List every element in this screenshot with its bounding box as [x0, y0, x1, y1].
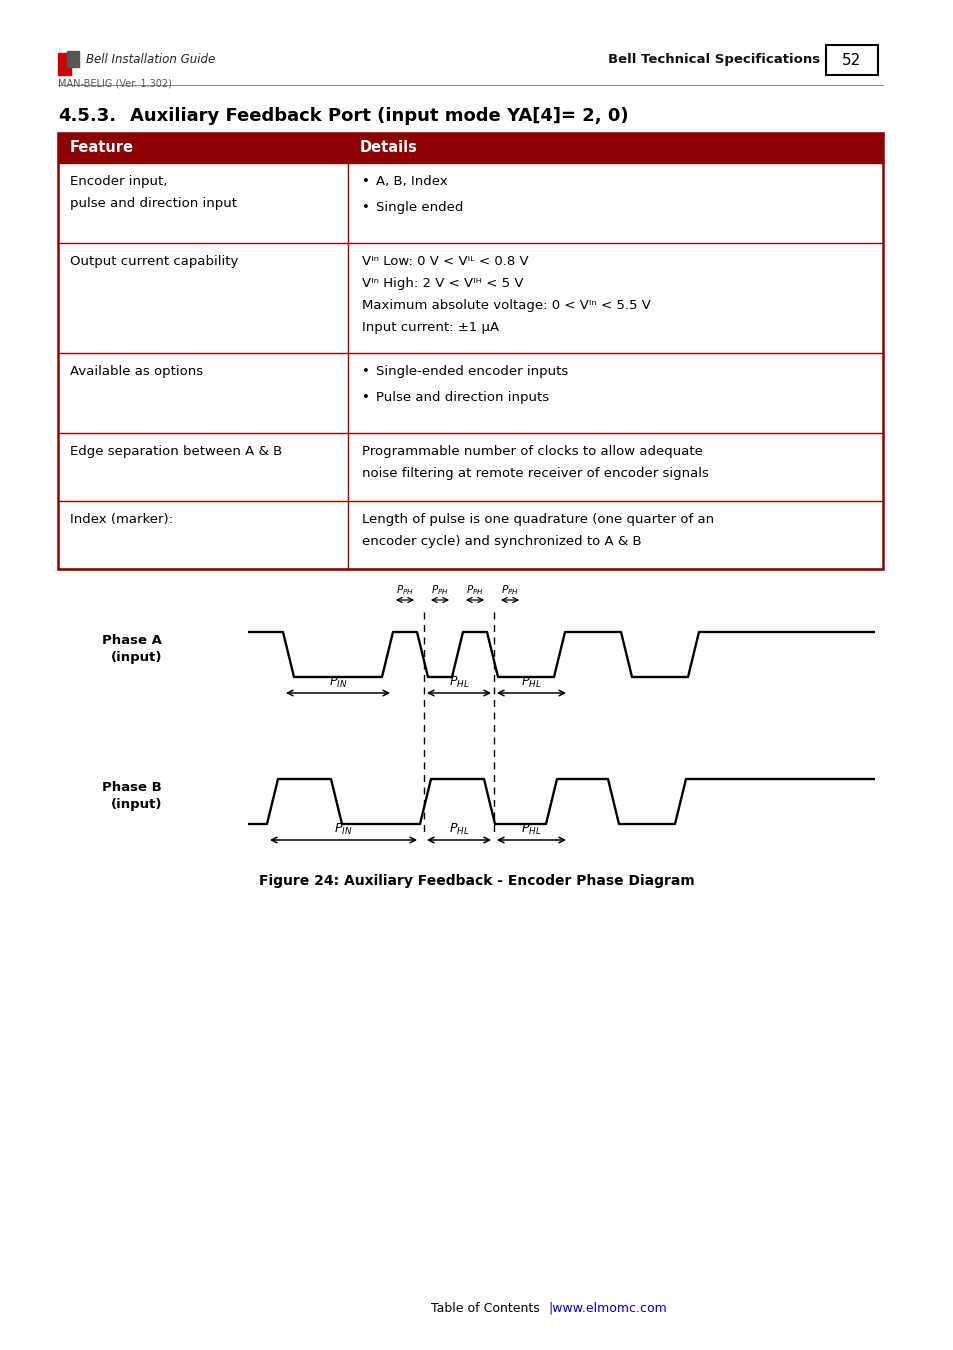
Text: $P_{HL}$: $P_{HL}$: [448, 675, 469, 690]
Text: $P_{PH}$: $P_{PH}$: [431, 583, 449, 597]
Text: •: •: [361, 176, 370, 188]
Text: Vᴵⁿ High: 2 V < Vᴵᴴ < 5 V: Vᴵⁿ High: 2 V < Vᴵᴴ < 5 V: [361, 277, 523, 290]
Text: 4.5.3.: 4.5.3.: [58, 107, 116, 126]
Text: Phase B: Phase B: [102, 782, 162, 794]
Bar: [58, 134, 882, 568]
Text: Phase A: Phase A: [102, 634, 162, 647]
Text: Bell Technical Specifications: Bell Technical Specifications: [607, 53, 820, 66]
Text: Table of Contents: Table of Contents: [431, 1301, 539, 1315]
Text: Auxiliary Feedback Port (input mode YA[4]= 2, 0): Auxiliary Feedback Port (input mode YA[4…: [130, 107, 628, 126]
Text: $P_{PH}$: $P_{PH}$: [395, 583, 414, 597]
Text: Pulse and direction inputs: Pulse and direction inputs: [375, 392, 549, 404]
Text: (input): (input): [111, 651, 162, 664]
Text: •: •: [361, 392, 370, 404]
Text: $P_{HL}$: $P_{HL}$: [448, 822, 469, 837]
Text: Available as options: Available as options: [70, 364, 203, 378]
Text: Programmable number of clocks to allow adequate: Programmable number of clocks to allow a…: [361, 446, 702, 458]
Text: Single ended: Single ended: [375, 201, 463, 215]
Text: $P_{PH}$: $P_{PH}$: [500, 583, 518, 597]
Bar: [58, 134, 882, 163]
Text: •: •: [361, 201, 370, 215]
Text: $P_{IN}$: $P_{IN}$: [329, 675, 347, 690]
Text: Input current: ±1 μA: Input current: ±1 μA: [361, 321, 498, 333]
Text: (input): (input): [111, 798, 162, 811]
Bar: [67, 51, 79, 68]
Text: $P_{HL}$: $P_{HL}$: [520, 675, 541, 690]
Text: Output current capability: Output current capability: [70, 255, 238, 269]
Text: Single-ended encoder inputs: Single-ended encoder inputs: [375, 364, 568, 378]
Text: $P_{HL}$: $P_{HL}$: [520, 822, 541, 837]
Text: $P_{IN}$: $P_{IN}$: [334, 822, 353, 837]
Text: noise filtering at remote receiver of encoder signals: noise filtering at remote receiver of en…: [361, 467, 708, 481]
Text: Edge separation between A & B: Edge separation between A & B: [70, 446, 282, 458]
Bar: [58, 53, 71, 76]
Text: Bell Installation Guide: Bell Installation Guide: [86, 53, 215, 66]
Text: Feature: Feature: [70, 140, 133, 155]
Text: MAN-BELIG (Ver. 1.302): MAN-BELIG (Ver. 1.302): [58, 80, 172, 89]
Text: 52: 52: [841, 53, 861, 68]
Text: Length of pulse is one quadrature (one quarter of an: Length of pulse is one quadrature (one q…: [361, 513, 714, 526]
Text: •: •: [361, 364, 370, 378]
Text: Index (marker):: Index (marker):: [70, 513, 172, 526]
Text: A, B, Index: A, B, Index: [375, 176, 447, 188]
Text: encoder cycle) and synchronized to A & B: encoder cycle) and synchronized to A & B: [361, 535, 641, 548]
Text: Encoder input,: Encoder input,: [70, 176, 167, 188]
Text: Maximum absolute voltage: 0 < Vᴵⁿ < 5.5 V: Maximum absolute voltage: 0 < Vᴵⁿ < 5.5 …: [361, 298, 650, 312]
Text: $P_{PH}$: $P_{PH}$: [466, 583, 483, 597]
Bar: [825, 45, 877, 76]
Text: Details: Details: [359, 140, 417, 155]
Text: Vᴵⁿ Low: 0 V < Vᴵᴸ < 0.8 V: Vᴵⁿ Low: 0 V < Vᴵᴸ < 0.8 V: [361, 255, 528, 269]
Text: Figure 24: Auxiliary Feedback - Encoder Phase Diagram: Figure 24: Auxiliary Feedback - Encoder …: [259, 873, 694, 888]
Text: pulse and direction input: pulse and direction input: [70, 197, 236, 211]
Text: |www.elmomc.com: |www.elmomc.com: [547, 1301, 666, 1315]
